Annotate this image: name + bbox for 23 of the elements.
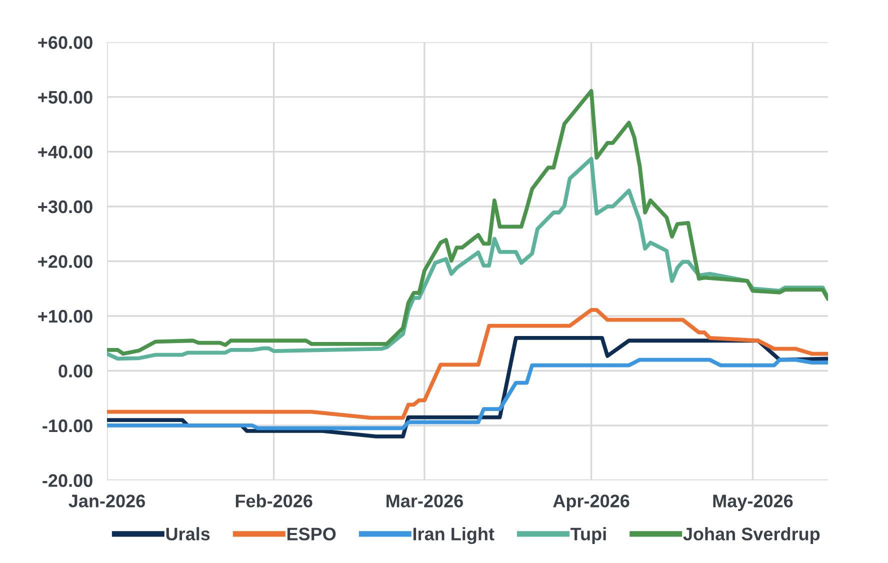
legend-label: Iran Light bbox=[413, 527, 494, 544]
x-tick-label: May-2026 bbox=[713, 494, 793, 511]
y-tick-label: 0.00 bbox=[58, 364, 92, 378]
legend-label: Urals bbox=[166, 527, 210, 540]
y-tick-label: +10.00 bbox=[38, 310, 92, 323]
y-tick-label: +50.00 bbox=[38, 90, 92, 104]
legend-label: Tupi bbox=[570, 527, 606, 544]
x-tick-label: Jan-2026 bbox=[68, 494, 145, 508]
line-series bbox=[107, 89, 828, 356]
y-tick-label: +60.00 bbox=[38, 36, 92, 49]
x-tick-label: Feb-2026 bbox=[236, 494, 312, 508]
line-series bbox=[107, 358, 828, 430]
line-series bbox=[107, 156, 828, 361]
legend-label: ESPO bbox=[287, 528, 336, 540]
line-series bbox=[107, 308, 828, 420]
x-tick-label: Mar-2026 bbox=[386, 494, 463, 508]
y-tick-label: +40.00 bbox=[38, 146, 92, 158]
legend-label: Johan Sverdrup bbox=[683, 527, 820, 544]
y-tick-label: -10.00 bbox=[42, 419, 92, 432]
x-tick-label: Apr-2026 bbox=[553, 494, 630, 511]
y-tick-label: -20.00 bbox=[42, 474, 92, 487]
y-tick-label: +20.00 bbox=[38, 255, 92, 268]
y-tick-label: +30.00 bbox=[38, 200, 92, 214]
